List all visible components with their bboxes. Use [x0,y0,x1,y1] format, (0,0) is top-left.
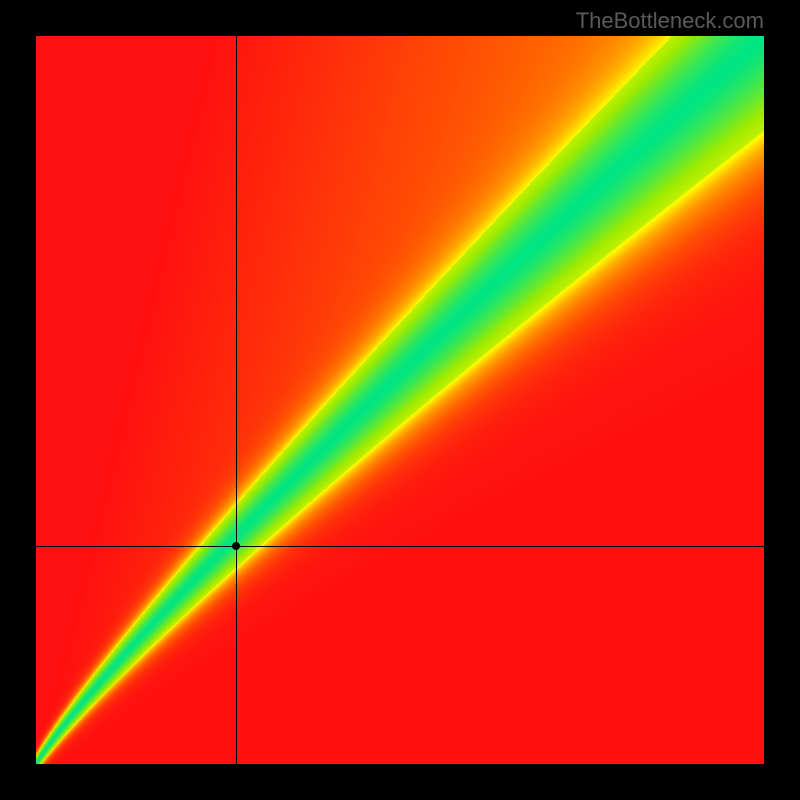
heatmap-canvas [36,36,764,764]
watermark-text: TheBottleneck.com [576,8,764,34]
heatmap-plot [36,36,764,764]
